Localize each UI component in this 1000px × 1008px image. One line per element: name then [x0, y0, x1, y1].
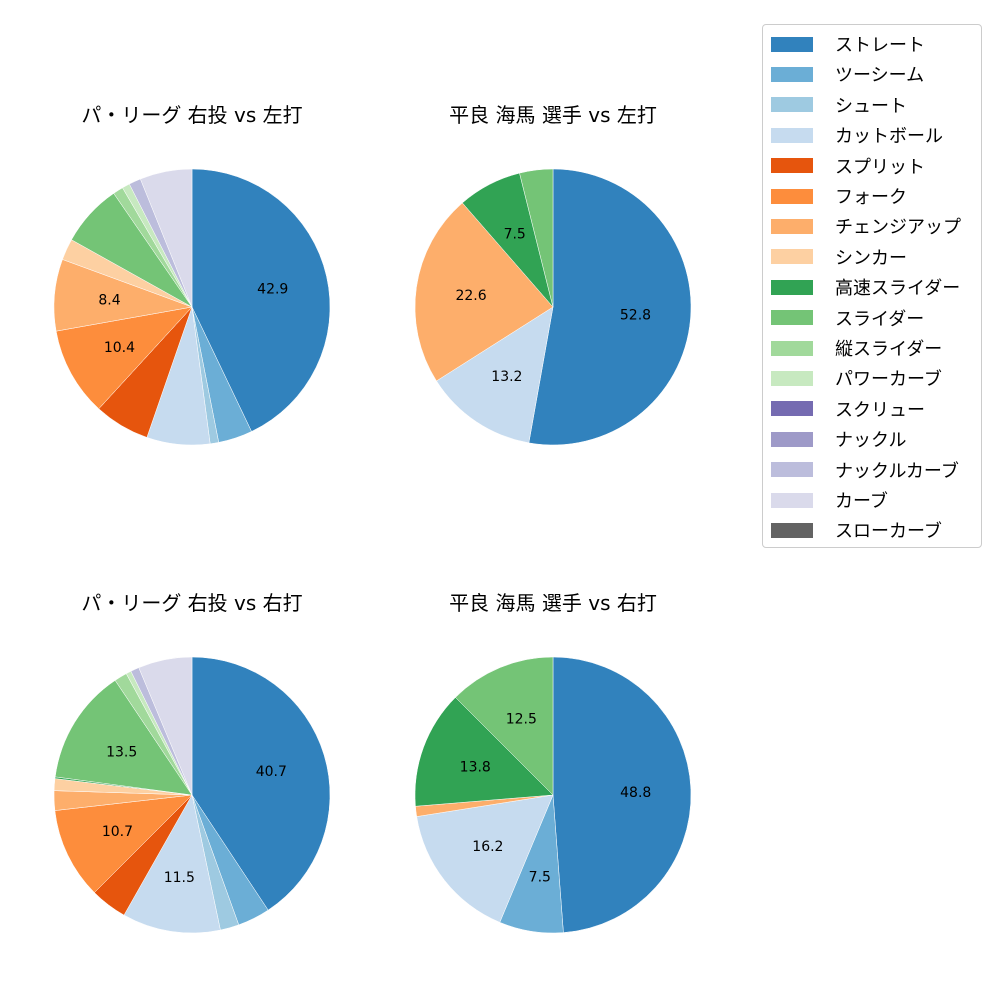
legend-label: ナックルカーブ [835, 460, 959, 482]
legend-label: フォーク [835, 187, 907, 208]
pie-panel-league-vs-right: パ・リーグ 右投 vs 右打 40.7 11.5 10.7 13.5 [27, 588, 357, 1008]
legend-swatch [771, 188, 813, 204]
legend-swatch [771, 522, 813, 538]
legend-label: チェンジアップ [835, 217, 961, 239]
legend-label: 縦スライダー [835, 339, 943, 360]
legend-item: 高速スライダー [771, 275, 960, 299]
pie-slice [528, 168, 692, 446]
pie-chart: 48.8 7.5 16.2 13.8 12.5 [414, 656, 692, 934]
legend-label: パワーカーブ [835, 369, 942, 391]
chart-title: 平良 海馬 選手 vs 右打 [449, 591, 657, 615]
pie-slice [519, 168, 554, 308]
legend-label: カーブ [835, 491, 888, 512]
slice-value-label: 22.6 [455, 288, 486, 304]
slice-value-label: 7.5 [529, 870, 551, 886]
legend-item: 縦スライダー [771, 336, 942, 360]
pie-chart: 40.7 11.5 10.7 13.5 [53, 656, 331, 934]
legend-label: 高速スライダー [835, 278, 961, 300]
chart-title: パ・リーグ 右投 vs 左打 [81, 103, 303, 127]
legend-swatch [771, 279, 813, 295]
legend-item: ナックルカーブ [771, 458, 959, 482]
legend-item: シンカー [771, 245, 907, 269]
legend-item: スクリュー [771, 397, 925, 421]
pie-slice [414, 697, 554, 807]
legend-item: ツーシーム [771, 62, 924, 86]
legend-label: ストレート [835, 35, 925, 56]
legend-label: スクリュー [835, 399, 925, 421]
pie-panel-taira-vs-left: 平良 海馬 選手 vs 左打 52.8 13.2 22.6 7.5 [388, 100, 718, 520]
legend-swatch [771, 340, 813, 356]
slice-value-label: 12.5 [506, 712, 537, 728]
legend-item: スライダー [771, 306, 924, 330]
legend-item: ストレート [771, 32, 925, 56]
pie-slice [55, 306, 193, 410]
legend: ストレートツーシームシュートカットボール スプリットフォークチェンジアップ シンカー… [762, 24, 982, 548]
legend-swatch [771, 66, 813, 82]
pie-slice [123, 794, 221, 934]
legend-label: スローカーブ [835, 521, 942, 543]
legend-swatch [771, 431, 813, 447]
legend-label: ナックル [835, 430, 907, 452]
legend-swatch [771, 370, 813, 386]
legend-item: スローカーブ [771, 518, 942, 542]
pie-slice [140, 168, 193, 308]
slice-value-label: 13.2 [491, 369, 522, 385]
legend-item: フォーク [771, 184, 907, 208]
pie-chart: 42.9 10.4 8.4 [53, 168, 331, 446]
legend-swatch [771, 249, 813, 265]
pie-slice [54, 680, 193, 796]
legend-swatch [771, 97, 813, 113]
slice-value-label: 7.5 [504, 227, 526, 243]
legend-label: カットボール [835, 126, 943, 148]
slice-value-label: 16.2 [472, 839, 503, 855]
chart-title: 平良 海馬 選手 vs 左打 [449, 103, 657, 127]
slice-value-label: 11.5 [164, 870, 195, 886]
legend-label: スプリット [835, 156, 925, 178]
pie-panel-taira-vs-right: 平良 海馬 選手 vs 右打 48.8 7.5 16.2 13.8 12.5 [388, 588, 718, 1008]
legend-label: シンカー [835, 247, 907, 269]
legend-swatch [771, 127, 813, 143]
pie-slice [552, 656, 692, 933]
legend-item: チェンジアップ [771, 214, 961, 238]
slice-value-label: 10.7 [102, 824, 133, 840]
pie-slice [414, 202, 554, 382]
slice-value-label: 40.7 [256, 764, 287, 780]
legend-swatch [771, 158, 813, 174]
legend-label: シュート [835, 95, 907, 117]
legend-swatch [771, 401, 813, 417]
pie-slice [54, 794, 193, 893]
slice-value-label: 13.5 [106, 744, 137, 760]
pie-slice [436, 306, 554, 444]
legend-label: ツーシーム [835, 65, 925, 87]
legend-swatch [771, 36, 813, 52]
legend-item: ナックル [771, 427, 906, 451]
legend-item: スプリット [771, 154, 925, 178]
pie-chart: 52.8 13.2 22.6 7.5 [414, 168, 692, 446]
legend-item: カーブ [771, 488, 888, 512]
pie-slice [191, 168, 331, 432]
legend-swatch [771, 218, 813, 234]
pie-slice [138, 656, 193, 796]
pie-slice [416, 794, 554, 923]
legend-swatch [771, 310, 813, 326]
legend-label: スライダー [835, 308, 925, 330]
slice-value-label: 8.4 [98, 293, 120, 309]
pie-slice [455, 656, 554, 796]
slice-value-label: 13.8 [460, 759, 491, 775]
pie-panel-league-vs-left: パ・リーグ 右投 vs 左打 42.9 10.4 8.4 [27, 100, 357, 520]
legend-item: パワーカーブ [771, 366, 942, 390]
chart-title: パ・リーグ 右投 vs 右打 [81, 591, 303, 615]
slice-value-label: 52.8 [620, 307, 651, 323]
legend-item: シュート [771, 93, 907, 117]
legend-swatch [771, 462, 813, 478]
legend-item: カットボール [771, 123, 943, 147]
legend-swatch [771, 492, 813, 508]
slice-value-label: 42.9 [257, 282, 288, 298]
slice-value-label: 48.8 [620, 785, 651, 801]
slice-value-label: 10.4 [104, 340, 135, 356]
